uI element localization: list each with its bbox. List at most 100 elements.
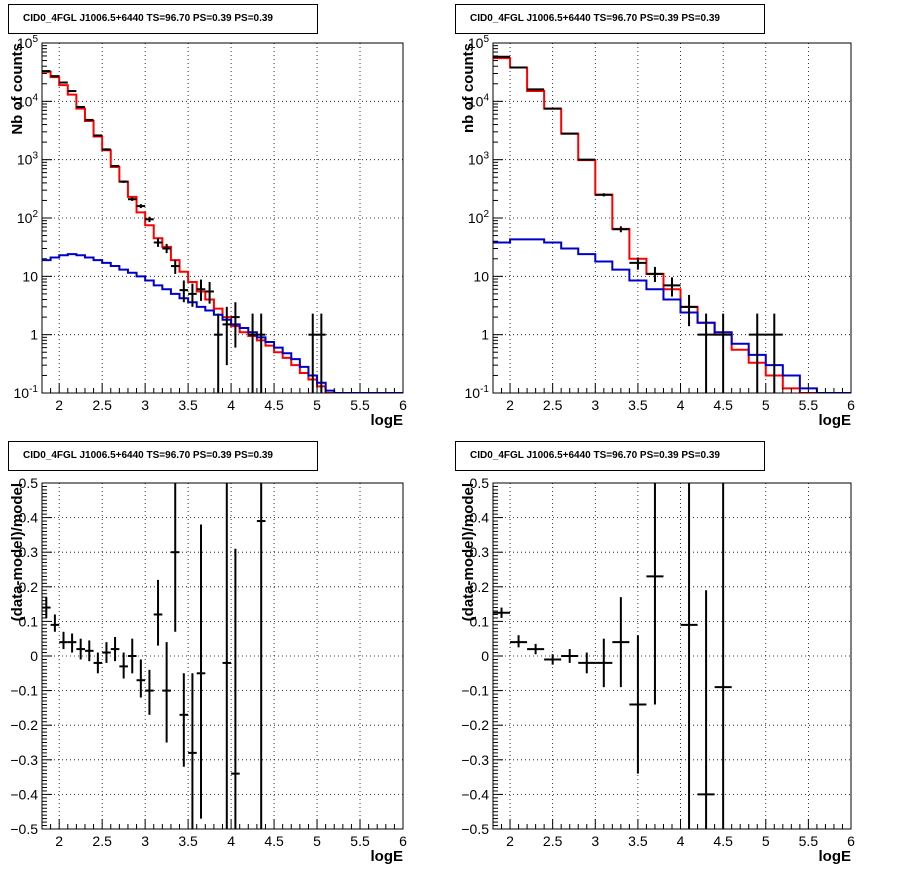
x-tick-label: 2.5 [92,833,112,849]
x-tick-label: 5 [762,397,770,413]
y-tick-label: 0.5 [470,475,490,491]
chart-residual-right: 2 2.5 3 3.5 4 4.5 5 5.5 6 −0.5 −0.4 −0.3 −0.2 −0.1 0 0.… [460,475,855,865]
y-axis-label: (data-model)/model [9,483,26,621]
data-point [162,243,171,254]
y-tick-label: 10 [473,268,489,284]
data-points [493,483,732,829]
data-point [544,107,562,110]
x-tick-label: 4 [227,397,235,413]
y-tick-label: 0.1 [470,613,490,629]
data-point [510,66,528,69]
x-tick-label: 2 [55,397,63,413]
y-tick-label: 102 [17,209,39,226]
y-tick-label: −0.5 [461,821,489,837]
data-point [59,631,68,650]
data-point [93,652,103,674]
data-point [196,279,206,301]
data-point [179,280,189,303]
pad-counts-right: 2 2.5 3 3.5 4 4.5 5 5.5 6 10-1 1 10 102 103 104 105 logE… [449,0,898,437]
data-point [170,260,180,274]
y-tick-label: 0.1 [19,613,39,629]
y-axis-label: nb of counts [460,43,477,133]
data-point [317,313,326,393]
data-point [179,673,189,767]
y-tick-label: −0.4 [10,786,38,802]
x-tick-label: 3 [591,397,599,413]
y-tick-label: 1 [30,327,38,343]
data-points [42,483,266,829]
x-tick-label: 4 [677,833,685,849]
y-tick-label: 0.2 [19,579,39,595]
y-tick-label: 10-1 [14,384,39,401]
y-tick-label: 104 [17,92,39,109]
data-point [67,633,77,653]
data-point [67,90,77,93]
pad-residual-left: 2 2.5 3 3.5 4 4.5 5 5.5 6 −0.5 −0.4 −0.3 −0.2 −0.1 0 0.… [0,437,449,875]
data-point [153,238,163,247]
data-point [145,669,154,715]
data-point [84,118,94,121]
data-point [765,313,783,393]
data-point [196,524,206,819]
x-tick-label: 3.5 [178,397,198,413]
data-point [595,193,613,197]
data-point [578,158,596,161]
x-tick-label: 3.5 [628,397,648,413]
x-tick-label: 4.5 [264,833,284,849]
x-tick-label: 2.5 [543,397,563,413]
chart-title: CID0_4FGL J1006.5+6440 TS=96.70 PS=0.39 … [455,441,765,471]
data-point [578,652,596,674]
data-point [748,313,766,393]
chart-counts-left: 2 2.5 3 3.5 4 4.5 5 5.5 6 10-1 1 10 102 103 104 105 logE… [9,34,407,429]
y-tick-label: 105 [17,34,39,51]
data-point [256,483,266,829]
y-tick-label: 103 [17,151,39,168]
y-tick-label: 105 [468,34,490,51]
x-tick-label: 5.5 [799,833,819,849]
y-tick-label: −0.1 [10,683,38,699]
ticks [41,482,404,830]
x-tick-label: 2.5 [543,833,563,849]
histogram-series [42,70,403,393]
x-tick-label: 5 [762,833,770,849]
x-tick-label: 2 [55,833,63,849]
y-axis-label: Nb of counts [9,43,26,135]
data-point [256,313,266,393]
chart-counts-right: 2 2.5 3 3.5 4 4.5 5 5.5 6 10-1 1 10 102 103 104 105 logE… [460,34,855,429]
data-point [680,294,698,327]
y-tick-label: 0.3 [19,544,39,560]
histogram-series [42,253,403,393]
x-tick-label: 2.5 [92,397,112,413]
data-points [42,70,326,393]
x-tick-label: 6 [847,833,855,849]
data-point [188,673,197,829]
y-tick-label: 104 [468,92,490,109]
data-point [50,614,60,632]
data-point [663,277,681,297]
data-point [222,483,232,829]
data-point [76,105,85,108]
data-point [145,216,154,223]
ticks [492,482,852,830]
y-tick-label: 10-1 [465,384,490,401]
y-tick-label: 0.4 [470,510,490,526]
y-tick-label: −0.2 [10,717,38,733]
y-tick-label: 0.5 [19,475,39,491]
data-point [612,226,630,233]
x-axis-label: logE [371,848,404,865]
y-tick-label: 102 [468,209,490,226]
x-tick-label: 5.5 [350,397,370,413]
grid [493,482,852,830]
histogram-series [493,238,851,393]
data-point [188,283,197,307]
x-tick-label: 3.5 [628,833,648,849]
ticks [41,42,404,394]
y-tick-label: −0.4 [461,786,489,802]
data-point [222,306,232,366]
data-point [527,88,545,91]
data-point [110,636,120,662]
data-point [110,164,120,167]
x-tick-label: 6 [847,397,855,413]
x-tick-label: 6 [399,397,407,413]
x-tick-label: 3 [591,833,599,849]
